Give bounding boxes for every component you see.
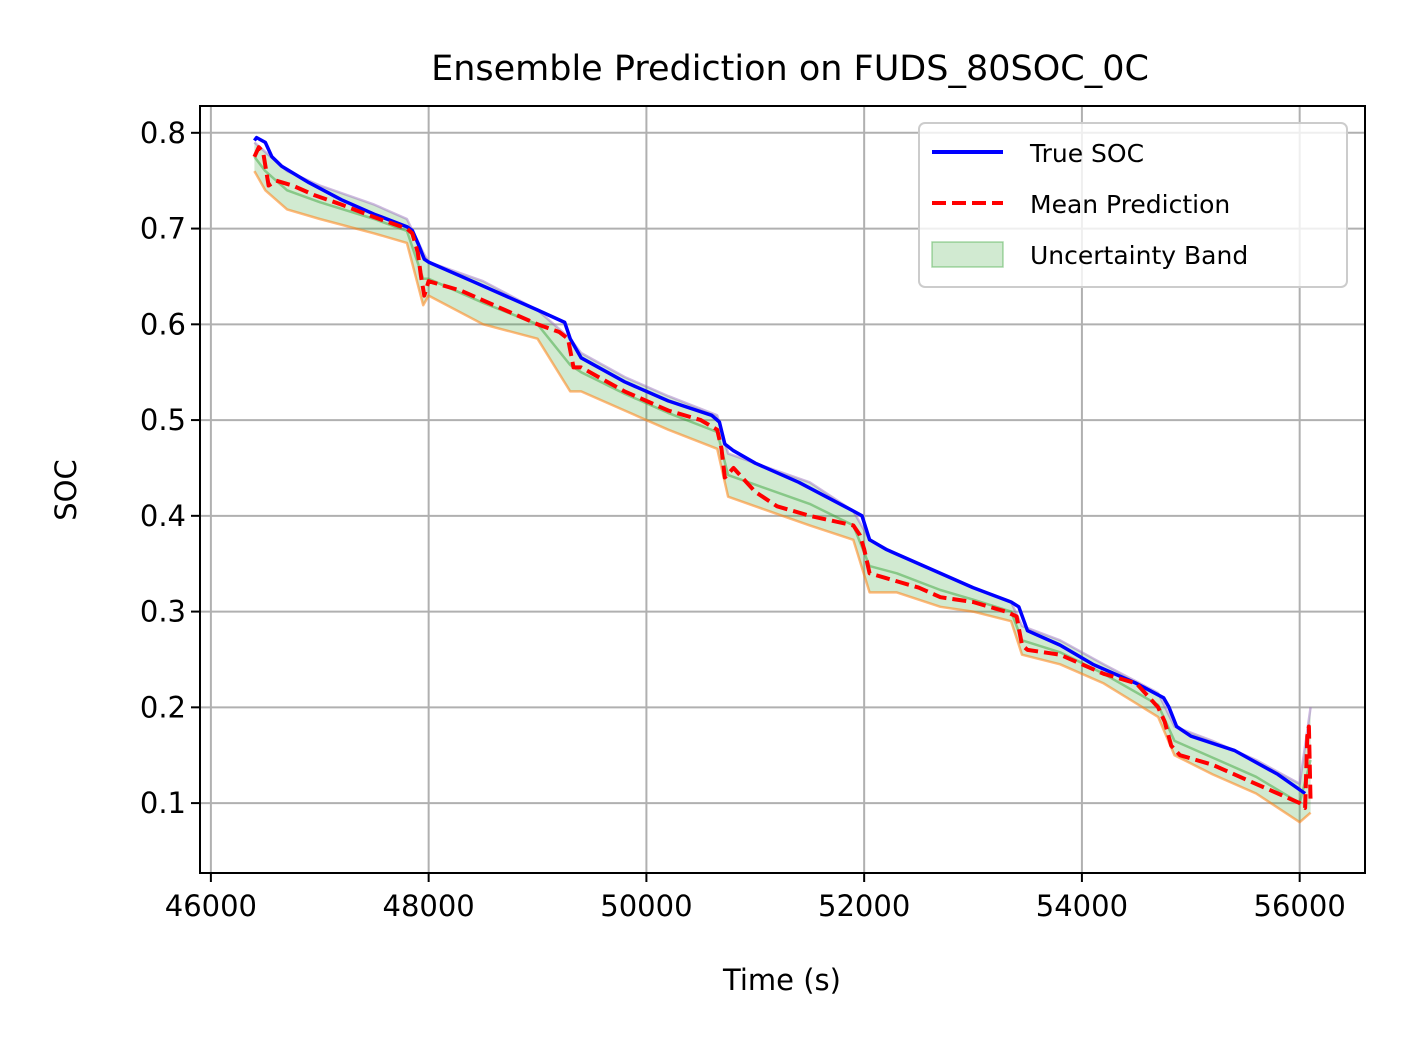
ensemble-member-line <box>253 170 1312 824</box>
x-tick-label: 48000 <box>383 889 475 923</box>
legend-mean-prediction-label: Mean Prediction <box>1030 190 1230 219</box>
mean-prediction-line <box>252 145 1313 810</box>
x-tick-label: 52000 <box>818 889 910 923</box>
legend-box <box>918 122 1348 288</box>
ensemble-member-line <box>253 156 1312 805</box>
true-soc-line <box>253 135 1307 795</box>
x-tick-label: 54000 <box>1036 889 1128 923</box>
legend-uncertainty-band-swatch <box>931 241 1004 268</box>
y-axis-label: SOC <box>49 459 83 520</box>
x-axis-label: Time (s) <box>722 963 841 997</box>
y-tick-label: 0.6 <box>140 307 186 341</box>
legend: True SOC Mean Prediction Uncertainty Ban… <box>918 122 1348 288</box>
y-tick-label: 0.1 <box>140 786 186 820</box>
x-tick-label: 50000 <box>600 889 692 923</box>
x-axis-ticks: 46000 48000 50000 52000 54000 56000 <box>165 873 1346 923</box>
y-tick-label: 0.5 <box>140 403 186 437</box>
legend-true-soc-label: True SOC <box>1029 139 1144 168</box>
y-tick-label: 0.7 <box>140 212 186 246</box>
x-tick-label: 56000 <box>1254 889 1346 923</box>
chart-title: Ensemble Prediction on FUDS_80SOC_0C <box>431 49 1149 89</box>
plot-frame <box>199 105 1366 874</box>
x-tick-label: 46000 <box>165 889 257 923</box>
y-tick-label: 0.3 <box>140 595 186 629</box>
y-tick-label: 0.4 <box>140 499 186 533</box>
y-tick-label: 0.2 <box>140 690 186 724</box>
y-tick-label: 0.8 <box>140 116 186 150</box>
series-lines <box>252 135 1313 810</box>
legend-uncertainty-band-label: Uncertainty Band <box>1030 241 1248 270</box>
y-axis-ticks: 0.1 0.2 0.3 0.4 0.5 0.6 0.7 0.8 <box>140 116 200 820</box>
